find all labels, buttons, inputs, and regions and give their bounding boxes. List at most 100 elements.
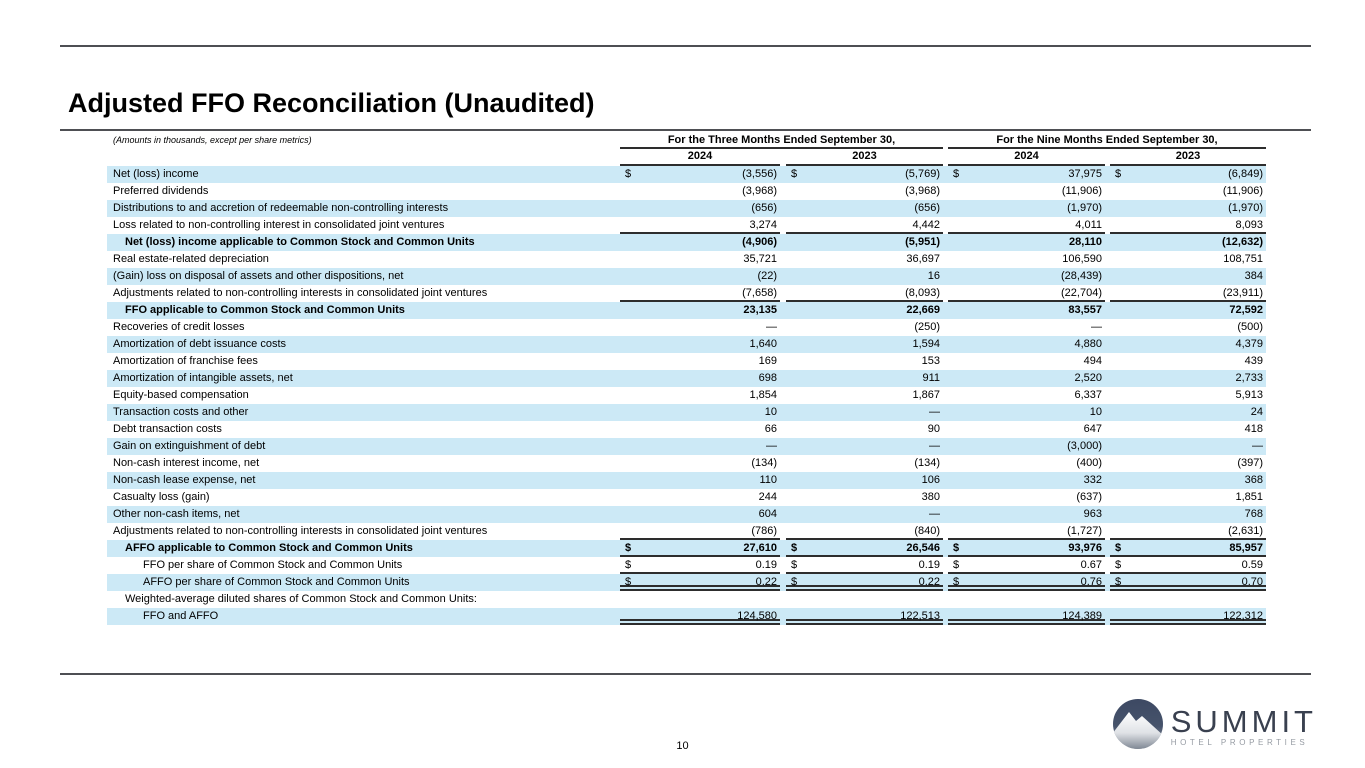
cell-value: (2,631) — [1110, 523, 1266, 540]
dollar-sign: $ — [1115, 542, 1122, 554]
cell-number: (8,093) — [905, 287, 940, 299]
cell-value: 169 — [620, 353, 780, 370]
row-label: AFFO applicable to Common Stock and Comm… — [125, 542, 413, 554]
dollar-sign: $ — [953, 168, 960, 180]
cell-number: 28,110 — [1068, 236, 1102, 248]
dollar-sign: $ — [1115, 559, 1122, 571]
dollar-sign: $ — [625, 559, 632, 571]
cell-number: 332 — [1083, 474, 1102, 486]
cell-value: (656) — [786, 200, 943, 217]
row-label: FFO per share of Common Stock and Common… — [143, 559, 403, 571]
cell-number: 4,011 — [1075, 219, 1102, 231]
cell-number: (11,906) — [1222, 185, 1263, 197]
cell-number: (840) — [914, 525, 940, 537]
cell-number: (397) — [1237, 457, 1263, 469]
cell-value: 83,557 — [948, 302, 1105, 319]
row-label: Gain on extinguishment of debt — [113, 440, 266, 452]
cell-value: 1,854 — [620, 387, 780, 404]
table-row: Amortization of debt issuance costs 1,640… — [107, 336, 1266, 353]
cell-number: 0.19 — [755, 559, 777, 571]
cell-number: — — [766, 321, 777, 333]
cell-value: 2,733 — [1110, 370, 1266, 387]
cell-value: $0.76 — [948, 574, 1105, 591]
logo-title: SUMMIT — [1170, 703, 1317, 739]
table-row: Real estate-related depreciation 35,721 36… — [107, 251, 1266, 268]
cell-number: 122,513 — [900, 610, 940, 622]
cell-value: — — [948, 319, 1105, 336]
year-header-ytd-2023: 2023 — [1110, 149, 1266, 166]
row-label: (Gain) loss on disposal of assets and ot… — [113, 270, 404, 282]
cell-value: 108,751 — [1110, 251, 1266, 268]
cell-value: 3,274 — [620, 217, 780, 234]
dollar-sign: $ — [791, 542, 798, 554]
cell-number: 768 — [1244, 508, 1263, 520]
cell-number: 0.67 — [1080, 559, 1102, 571]
table-row: Preferred dividends (3,968) (3,968) (11,906… — [107, 183, 1266, 200]
dollar-sign: $ — [953, 542, 960, 554]
cell-value: (637) — [948, 489, 1105, 506]
cell-value: (22,704) — [948, 285, 1105, 302]
cell-value: 698 — [620, 370, 780, 387]
cell-value: 1,867 — [786, 387, 943, 404]
cell-number: 4,880 — [1074, 338, 1102, 350]
cell-value: 106,590 — [948, 251, 1105, 268]
dollar-sign: $ — [1115, 576, 1122, 588]
mountain-icon — [1112, 698, 1164, 755]
cell-value: 6,337 — [948, 387, 1105, 404]
cell-value: (11,906) — [948, 183, 1105, 200]
cell-number: (3,556) — [742, 168, 777, 180]
summit-logo: SUMMIT HOTEL PROPERTIES — [1112, 698, 1317, 755]
cell-number: 124,580 — [737, 610, 777, 622]
cell-value: (1,970) — [948, 200, 1105, 217]
cell-number: 26,546 — [906, 542, 940, 554]
cell-value: — — [1110, 438, 1266, 455]
cell-value: (250) — [786, 319, 943, 336]
row-label: Loss related to non-controlling interest… — [113, 219, 445, 231]
row-label: Distributions to and accretion of redeem… — [113, 202, 449, 214]
table-note: (Amounts in thousands, except per share … — [113, 135, 312, 145]
cell-number: 83,557 — [1068, 304, 1102, 316]
page-number: 10 — [676, 740, 689, 752]
cell-number: (6,849) — [1228, 168, 1263, 180]
cell-number: 36,697 — [906, 253, 940, 265]
cell-value: 604 — [620, 506, 780, 523]
cell-number: 2,733 — [1235, 372, 1263, 384]
row-label: Net (loss) income applicable to Common S… — [125, 236, 475, 248]
cell-value: (3,968) — [620, 183, 780, 200]
cell-value: — — [786, 438, 943, 455]
cell-value: $0.22 — [620, 574, 780, 591]
top-divider — [60, 45, 1311, 47]
table-row: FFO applicable to Common Stock and Commo… — [107, 302, 1266, 319]
dollar-sign: $ — [953, 576, 960, 588]
cell-value: 439 — [1110, 353, 1266, 370]
cell-number: (2,631) — [1228, 525, 1263, 537]
row-label: Net (loss) income — [113, 168, 199, 180]
cell-number: (11,906) — [1061, 185, 1102, 197]
cell-number: 106 — [921, 474, 940, 486]
cell-value: 4,379 — [1110, 336, 1266, 353]
cell-value — [786, 591, 943, 608]
table-row: Non-cash lease expense, net 110 106 332 368 — [107, 472, 1266, 489]
cell-value: (12,632) — [1110, 234, 1266, 251]
row-label: Other non-cash items, net — [113, 508, 240, 520]
cell-value: (8,093) — [786, 285, 943, 302]
cell-number: 439 — [1244, 355, 1263, 367]
cell-number: 244 — [758, 491, 777, 503]
dollar-sign: $ — [625, 576, 632, 588]
cell-value: $27,610 — [620, 540, 780, 557]
cell-value: 35,721 — [620, 251, 780, 268]
cell-value: 153 — [786, 353, 943, 370]
cell-number: (3,968) — [905, 185, 940, 197]
cell-value: 72,592 — [1110, 302, 1266, 319]
cell-value: $93,976 — [948, 540, 1105, 557]
cell-number: (134) — [751, 457, 777, 469]
row-label: Preferred dividends — [113, 185, 209, 197]
cell-value: 647 — [948, 421, 1105, 438]
cell-value: $37,975 — [948, 166, 1105, 183]
cell-value: 10 — [620, 404, 780, 421]
cell-value: $ (6,849) — [1110, 166, 1266, 183]
logo-text: SUMMIT HOTEL PROPERTIES — [1170, 703, 1317, 747]
table-row: Gain on extinguishment of debt — — (3,000) — — [107, 438, 1266, 455]
cell-value: 36,697 — [786, 251, 943, 268]
cell-value: 106 — [786, 472, 943, 489]
